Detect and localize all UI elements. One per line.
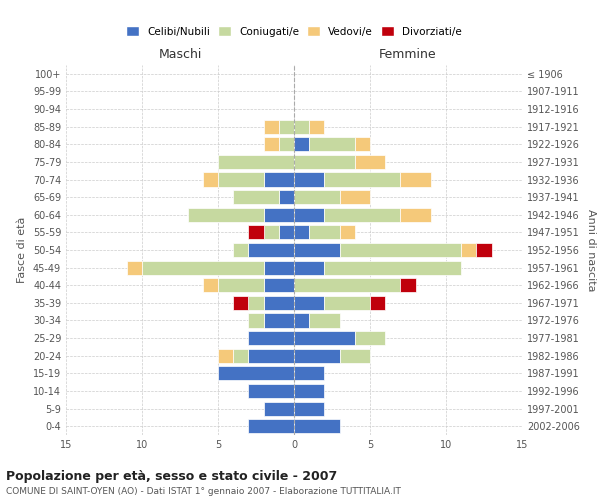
Bar xyxy=(248,314,263,328)
Bar xyxy=(218,366,294,380)
Bar xyxy=(355,155,385,169)
Bar xyxy=(340,243,461,257)
Bar xyxy=(325,296,370,310)
Bar xyxy=(218,278,263,292)
Bar xyxy=(294,402,325,415)
Text: COMUNE DI SAINT-OYEN (AO) - Dati ISTAT 1° gennaio 2007 - Elaborazione TUTTITALIA: COMUNE DI SAINT-OYEN (AO) - Dati ISTAT 1… xyxy=(6,488,401,496)
Bar xyxy=(263,260,294,274)
Bar xyxy=(279,137,294,152)
Bar xyxy=(218,155,294,169)
Bar xyxy=(263,314,294,328)
Y-axis label: Anni di nascita: Anni di nascita xyxy=(586,209,596,291)
Bar xyxy=(218,348,233,363)
Bar xyxy=(400,278,416,292)
Bar xyxy=(294,137,309,152)
Bar xyxy=(233,243,248,257)
Bar xyxy=(263,137,279,152)
Bar xyxy=(248,243,294,257)
Bar xyxy=(294,120,309,134)
Bar xyxy=(279,190,294,204)
Bar xyxy=(263,172,294,186)
Bar xyxy=(355,137,370,152)
Bar xyxy=(188,208,263,222)
Bar xyxy=(218,172,263,186)
Bar xyxy=(263,296,294,310)
Bar xyxy=(263,402,294,415)
Bar xyxy=(294,348,340,363)
Bar xyxy=(263,226,279,239)
Bar xyxy=(325,208,400,222)
Text: Femmine: Femmine xyxy=(379,48,437,62)
Bar xyxy=(325,260,461,274)
Bar xyxy=(340,190,370,204)
Bar xyxy=(233,190,279,204)
Bar xyxy=(279,226,294,239)
Bar xyxy=(294,243,340,257)
Bar xyxy=(309,226,340,239)
Bar xyxy=(340,226,355,239)
Bar xyxy=(142,260,263,274)
Bar xyxy=(294,366,325,380)
Text: Popolazione per età, sesso e stato civile - 2007: Popolazione per età, sesso e stato civil… xyxy=(6,470,337,483)
Bar xyxy=(263,208,294,222)
Bar xyxy=(355,331,385,345)
Bar xyxy=(233,348,248,363)
Y-axis label: Fasce di età: Fasce di età xyxy=(17,217,27,283)
Bar xyxy=(294,419,340,433)
Bar xyxy=(248,296,263,310)
Bar xyxy=(279,120,294,134)
Bar xyxy=(294,278,400,292)
Bar xyxy=(248,348,294,363)
Bar xyxy=(294,190,340,204)
Bar xyxy=(400,172,431,186)
Bar xyxy=(248,331,294,345)
Bar xyxy=(325,172,400,186)
Bar xyxy=(233,296,248,310)
Bar xyxy=(294,314,309,328)
Bar xyxy=(476,243,491,257)
Bar xyxy=(370,296,385,310)
Bar xyxy=(127,260,142,274)
Bar xyxy=(294,208,325,222)
Bar xyxy=(309,314,340,328)
Bar xyxy=(294,331,355,345)
Bar xyxy=(248,384,294,398)
Bar xyxy=(203,278,218,292)
Bar xyxy=(294,226,309,239)
Bar xyxy=(294,172,325,186)
Bar xyxy=(248,226,263,239)
Bar xyxy=(340,348,370,363)
Bar xyxy=(309,137,355,152)
Bar xyxy=(294,155,355,169)
Bar xyxy=(309,120,325,134)
Legend: Celibi/Nubili, Coniugati/e, Vedovi/e, Divorziati/e: Celibi/Nubili, Coniugati/e, Vedovi/e, Di… xyxy=(122,22,466,40)
Bar xyxy=(400,208,431,222)
Bar xyxy=(294,296,325,310)
Text: Maschi: Maschi xyxy=(158,48,202,62)
Bar xyxy=(203,172,218,186)
Bar xyxy=(294,384,325,398)
Bar xyxy=(248,419,294,433)
Bar xyxy=(263,278,294,292)
Bar xyxy=(461,243,476,257)
Bar xyxy=(294,260,325,274)
Bar xyxy=(263,120,279,134)
